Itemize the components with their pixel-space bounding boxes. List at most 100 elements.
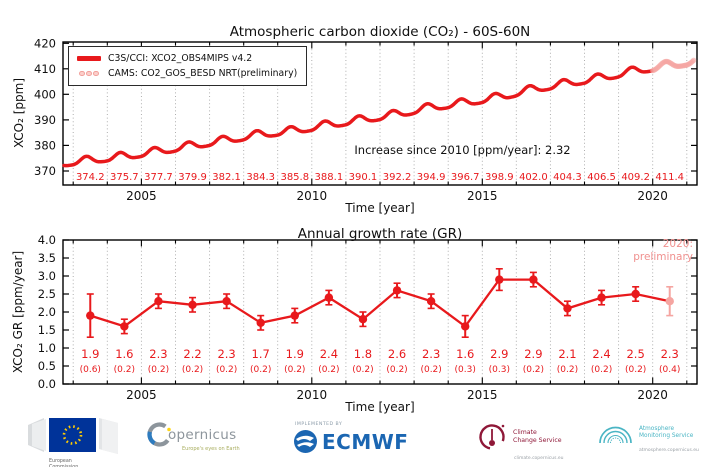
legend-entry-cams: CAMS: CO2_GOS_BESD NRT(preliminary) — [77, 66, 297, 81]
gr-error-label: (0.2) — [216, 365, 237, 375]
gr-value-label: 2.9 — [490, 347, 508, 361]
gr-error-label: (0.3) — [489, 365, 510, 375]
atmosphere-service-url: atmosphere.copernicus.eu — [639, 448, 699, 453]
european-commission-logo: European Commission — [28, 416, 148, 467]
y-tick-label: 420 — [34, 36, 56, 50]
gr-value-label: 2.2 — [183, 347, 201, 361]
legend-label-cams: CAMS: CO2_GOS_BESD NRT(preliminary) — [108, 68, 298, 79]
gr-marker — [426, 297, 436, 306]
annual-mean-label: 385.8 — [280, 172, 309, 183]
atmosphere-monitoring-service-logo: Atmosphere Monitoring Service atmosphere… — [597, 421, 699, 453]
annual-mean-label: 402.0 — [519, 172, 548, 183]
annual-mean-label: 374.2 — [76, 172, 105, 183]
annual-mean-label: 411.4 — [655, 172, 684, 183]
annual-mean-label: 404.3 — [553, 172, 582, 183]
gr-marker — [256, 318, 265, 327]
gr-value-label: 1.9 — [286, 347, 304, 361]
annual-mean-label: 409.2 — [621, 172, 650, 183]
ecmwf-logo: IMPLEMENTED BY ECMWF — [293, 422, 408, 454]
gr-value-label: 2.3 — [422, 347, 440, 361]
gr-marker — [358, 315, 368, 324]
gr-error-label: (0.2) — [523, 365, 544, 375]
x-tick-label: 2020 — [637, 189, 668, 203]
preliminary-annotation-line1: 2020: — [662, 238, 693, 250]
x-tick-label: 2015 — [467, 189, 498, 203]
y-tick-label: 1.0 — [38, 341, 56, 355]
implemented-by-label: IMPLEMENTED BY — [295, 422, 343, 427]
gr-error-label: (0.2) — [420, 365, 441, 375]
x-tick-label: 2010 — [297, 189, 328, 203]
ecmwf-name: ECMWF — [322, 429, 409, 454]
top-chart-legend: C3S/CCI: XCO2_OBS4MIPS v4.2 CAMS: CO2_GO… — [68, 46, 308, 86]
annual-mean-label: 392.2 — [383, 172, 412, 183]
gr-value-label: 2.4 — [320, 347, 338, 361]
gr-marker — [495, 275, 504, 284]
gr-value-label: 1.6 — [115, 347, 133, 361]
gr-value-label: 1.7 — [252, 347, 270, 361]
copernicus-name: opernicus — [168, 426, 237, 443]
gr-value-label: 2.9 — [524, 347, 542, 361]
annual-mean-label: 394.9 — [417, 172, 446, 183]
gr-value-label: 2.6 — [388, 347, 406, 361]
y-tick-label: 4.0 — [38, 233, 56, 247]
annual-mean-label: 388.1 — [315, 172, 344, 183]
bottom-y-axis-label: XCO₂ GR [ppm/year] — [11, 250, 25, 374]
gr-value-label: 2.3 — [149, 347, 167, 361]
gr-error-label: (0.2) — [625, 365, 646, 375]
x-tick-label: 2015 — [467, 388, 498, 402]
x-tick-label: 2005 — [126, 388, 157, 402]
y-tick-label: 380 — [34, 138, 56, 152]
legend-entry-c3s: C3S/CCI: XCO2_OBS4MIPS v4.2 — [77, 51, 297, 66]
y-tick-label: 3.5 — [38, 251, 56, 265]
gr-error-label: (0.2) — [284, 365, 305, 375]
annual-mean-label: 375.7 — [110, 172, 139, 183]
y-tick-label: 400 — [34, 87, 56, 101]
gr-value-label: 2.5 — [626, 347, 644, 361]
eu-flag-icon — [28, 418, 118, 454]
gr-error-label: (0.4) — [659, 365, 680, 375]
x-tick-label: 2010 — [297, 388, 328, 402]
gr-marker — [392, 286, 402, 295]
gr-error-label: (0.6) — [80, 365, 101, 375]
gr-error-label: (0.2) — [318, 365, 339, 375]
growth-rate-line — [89, 278, 670, 329]
gr-value-label: 1.6 — [456, 347, 474, 361]
annual-mean-label: 406.5 — [587, 172, 616, 183]
copernicus-logo: opernicus Europe's eyes on Earth — [146, 421, 240, 452]
gr-error-label: (0.3) — [455, 365, 476, 375]
gr-value-label: 1.8 — [354, 347, 372, 361]
annual-mean-label: 398.9 — [485, 172, 514, 183]
annual-mean-label: 379.9 — [178, 172, 207, 183]
x-tick-label: 2005 — [126, 189, 157, 203]
y-tick-label: 2.5 — [38, 287, 56, 301]
y-tick-label: 0.5 — [38, 359, 56, 373]
gr-marker — [154, 297, 163, 306]
gr-marker — [222, 297, 231, 306]
european-commission-label: European Commission — [49, 459, 78, 467]
gr-error-label: (0.2) — [557, 365, 578, 375]
annual-mean-label: 396.7 — [451, 172, 480, 183]
copernicus-c-icon — [147, 422, 172, 447]
x-tick-label: 2020 — [637, 388, 668, 402]
annual-mean-label: 377.7 — [144, 172, 173, 183]
gr-value-label: 2.4 — [592, 347, 610, 361]
bottom-x-axis-label: Time [year] — [345, 400, 415, 414]
copernicus-tagline: Europe's eyes on Earth — [182, 446, 240, 452]
gr-marker — [631, 289, 640, 299]
gr-marker — [529, 275, 538, 284]
y-tick-label: 370 — [34, 164, 56, 178]
gr-error-label: (0.2) — [352, 365, 373, 375]
red-line-swatch — [77, 56, 101, 61]
preliminary-annotation: 2020: preliminary — [633, 238, 693, 263]
gr-value-label: 2.3 — [661, 347, 679, 361]
gr-value-label: 2.3 — [217, 347, 235, 361]
gr-marker — [665, 297, 674, 306]
annual-mean-label: 390.1 — [349, 172, 378, 183]
atmosphere-service-label: Atmosphere Monitoring Service — [639, 425, 694, 439]
gr-error-label: (0.2) — [148, 365, 169, 375]
y-tick-label: 410 — [34, 62, 56, 76]
top-chart-title: Atmospheric carbon dioxide (CO₂) - 60S-6… — [229, 24, 531, 40]
gr-value-label: 2.1 — [558, 347, 576, 361]
